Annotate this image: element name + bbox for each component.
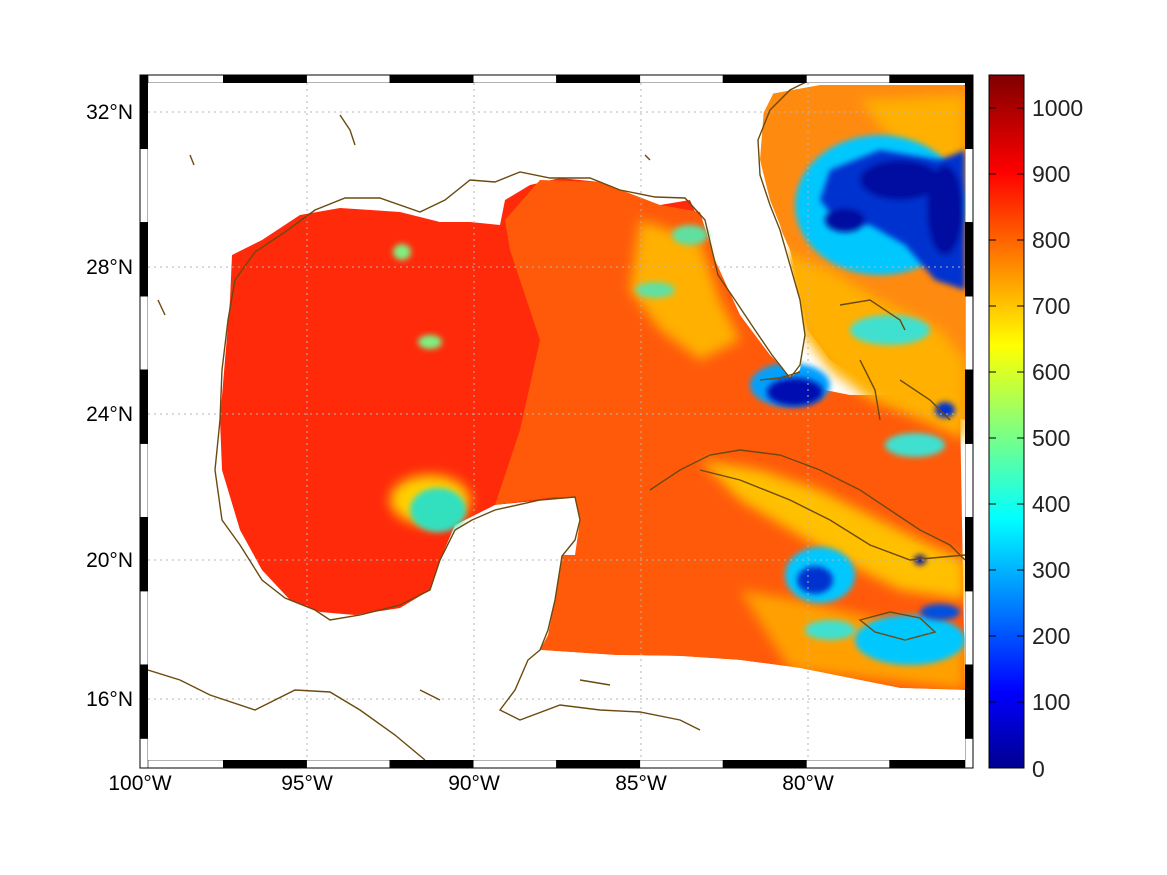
colorbar-label: 1000 [1032, 95, 1083, 121]
lat-axis-labels: 32°N 28°N 24°N 20°N 16°N [86, 101, 133, 711]
land-mask [148, 83, 965, 760]
frame-segment [139, 74, 224, 84]
frame-segment [639, 74, 724, 84]
frame-segment [889, 74, 974, 84]
colorbar-label: 700 [1032, 293, 1070, 319]
mid-value-patches [390, 95, 965, 690]
lat-tick-label: 20°N [86, 549, 133, 572]
frame-segment [964, 443, 974, 518]
frame-segment [306, 74, 391, 84]
frame-segment [139, 517, 149, 592]
frame-segment [556, 759, 641, 769]
frame-segment [139, 74, 149, 150]
frame-segment [472, 74, 557, 84]
frame-segment [964, 148, 974, 223]
frame-segment [556, 74, 641, 84]
lon-tick-label: 100°W [108, 772, 171, 795]
florida-land [680, 83, 805, 378]
lon-tick-label: 80°W [782, 772, 834, 795]
frame-segment [722, 74, 807, 84]
coastlines [148, 83, 965, 760]
frame-segment [964, 590, 974, 666]
mexico-land [148, 400, 320, 650]
frame-segment [139, 759, 224, 769]
frame-segment [964, 738, 974, 769]
frame-segment [964, 664, 974, 739]
frame-segment [139, 222, 149, 297]
us-south-land [148, 83, 700, 400]
lon-tick-label: 90°W [448, 772, 500, 795]
frame-segment [223, 759, 307, 769]
frame-segment [964, 517, 974, 592]
colorbar-label: 300 [1032, 557, 1070, 583]
lat-tick-label: 32°N [86, 101, 133, 124]
frame-segment [964, 222, 974, 297]
colorbar: 1000 900 800 700 600 500 400 300 200 100… [988, 74, 1083, 782]
yucatan-land [148, 497, 580, 760]
colorbar-label: 200 [1032, 623, 1070, 649]
colorbar-label: 0 [1032, 756, 1045, 782]
frame-segment [389, 74, 474, 84]
colorbar-label: 100 [1032, 689, 1070, 715]
lat-tick-label: 28°N [86, 256, 133, 279]
frame-segment [139, 369, 149, 444]
lat-tick-label: 16°N [86, 688, 133, 711]
very-low-value-patches [767, 150, 965, 620]
lon-axis-labels: 100°W 95°W 90°W 85°W 80°W [108, 772, 834, 795]
frame-segment [139, 664, 149, 739]
colorbar-label: 600 [1032, 359, 1070, 385]
frame-segment [889, 759, 974, 769]
frame-segment [964, 74, 974, 150]
colorbar-ticks [989, 107, 1024, 703]
frame-segment [964, 295, 974, 371]
frame-segment [722, 759, 807, 769]
frame-segment [964, 369, 974, 444]
frame-segment [639, 759, 724, 769]
lat-tick-label: 24°N [86, 403, 133, 426]
colorbar-gradient [988, 74, 1025, 769]
colorbar-label: 800 [1032, 227, 1070, 253]
colorbar-label: 500 [1032, 425, 1070, 451]
frame-segment [472, 759, 557, 769]
frame-segment [806, 759, 891, 769]
lon-tick-label: 95°W [281, 772, 333, 795]
data-field [148, 83, 965, 760]
lower-caribbean-mask [540, 650, 965, 760]
frame-segment [139, 443, 149, 518]
frame-segment [139, 295, 149, 371]
frame-segment [306, 759, 391, 769]
frame-segment [223, 74, 307, 84]
map-plot-area [148, 83, 965, 760]
map-grid [148, 83, 965, 760]
lon-tick-label: 85°W [615, 772, 667, 795]
frame-segment [139, 590, 149, 666]
plot-border [139, 74, 974, 769]
frame-segment [806, 74, 891, 84]
frame-segment [139, 738, 149, 769]
frame-segment [389, 759, 474, 769]
frame-segment [139, 148, 149, 223]
colorbar-label: 900 [1032, 161, 1070, 187]
colorbar-label: 400 [1032, 491, 1070, 517]
